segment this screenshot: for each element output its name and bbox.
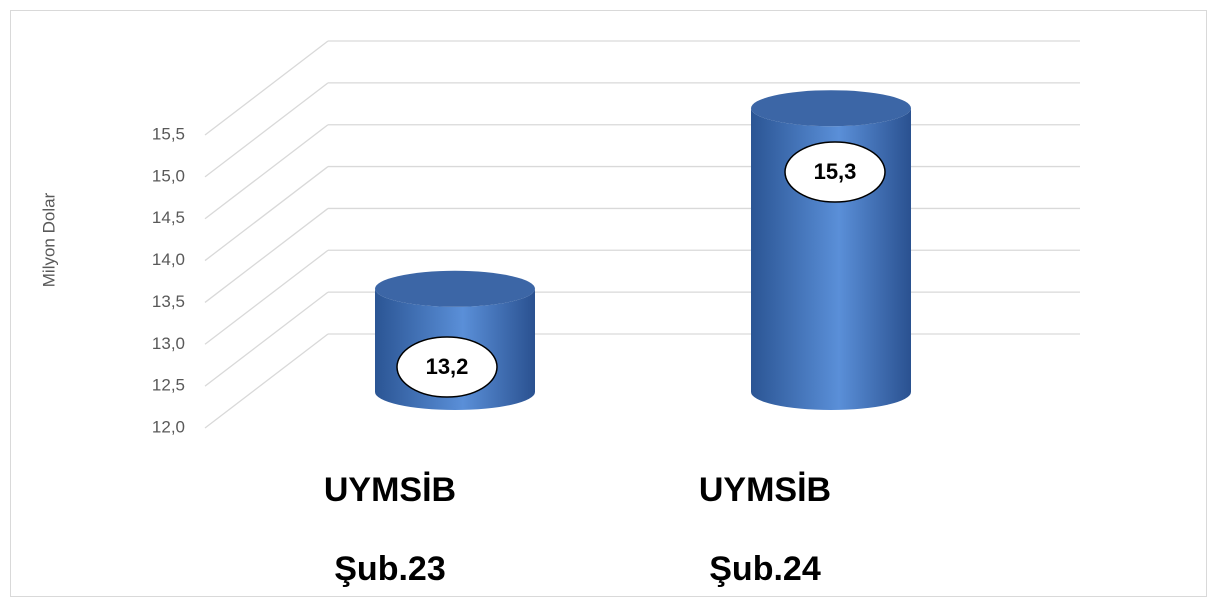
- value-label-bubble: [396, 336, 498, 398]
- grid-diagonal: [204, 124, 329, 220]
- grid-diagonal: [204, 291, 329, 387]
- y-axis-label: Milyon Dolar: [39, 192, 58, 287]
- cylinder-top: [375, 270, 535, 307]
- y-tick-label: 13,0: [152, 334, 185, 353]
- chart-border: [10, 10, 1207, 597]
- value-label: 13,2: [426, 354, 469, 379]
- x-tick-label: UYMSİB: [324, 471, 456, 509]
- grid-diagonal: [204, 40, 329, 136]
- x-tick-label: Şub.23: [334, 550, 445, 588]
- y-tick-label: 15,0: [152, 166, 185, 185]
- grid-diagonal: [204, 333, 329, 429]
- y-tick-label: 12,0: [152, 417, 185, 436]
- x-tick-label: UYMSİB: [699, 471, 831, 509]
- cylinder-top: [751, 90, 911, 127]
- value-label-bubble: [784, 141, 886, 203]
- grid-diagonal: [204, 207, 329, 303]
- y-tick-label: 14,0: [152, 250, 185, 269]
- y-tick-label: 12,5: [152, 376, 185, 395]
- y-tick-label: 15,5: [152, 124, 185, 143]
- grid-diagonal: [204, 166, 329, 262]
- grid-diagonal: [204, 249, 329, 345]
- grid-diagonal: [204, 82, 329, 178]
- x-tick-label: Şub.24: [709, 550, 821, 588]
- value-label: 15,3: [814, 159, 857, 184]
- y-tick-label: 13,5: [152, 292, 185, 311]
- y-tick-label: 14,5: [152, 208, 185, 227]
